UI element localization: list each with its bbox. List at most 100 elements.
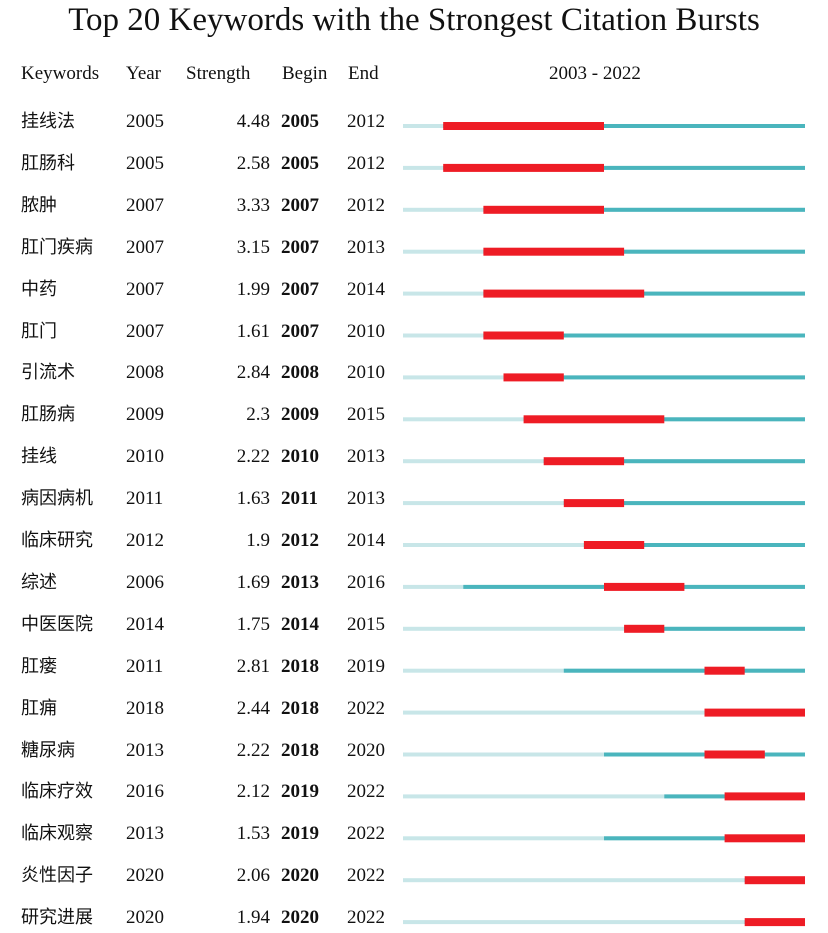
- row-16-keyword: 糖尿病: [21, 739, 75, 761]
- row-1-burst-bar: [443, 122, 604, 130]
- row-1-keyword: 挂线法: [21, 111, 75, 132]
- row-11-strength: 1.9: [246, 530, 270, 551]
- row-1-strength: 4.48: [236, 111, 270, 132]
- row-3-begin: 2007: [281, 194, 319, 216]
- row-15-timeline-base: [403, 710, 805, 715]
- row-15-begin: 2018: [281, 697, 319, 719]
- row-5-end: 2014: [347, 278, 385, 300]
- row-20-begin: 2020: [281, 907, 319, 929]
- row-16-burst-bar: [704, 750, 765, 759]
- row-19-end: 2022: [347, 865, 385, 887]
- row-7-strength: 2.84: [236, 362, 270, 384]
- row-11-keyword: 临床研究: [21, 530, 93, 551]
- row-19-year: 2020: [126, 865, 164, 887]
- row-17-burst-bar: [724, 792, 805, 801]
- row-1-active-segment: [443, 124, 805, 128]
- row-9-strength: 2.22: [236, 446, 270, 468]
- row-2-active-segment: [443, 165, 805, 170]
- row-9-year: 2010: [126, 446, 164, 468]
- row-10-end: 2013: [347, 488, 385, 510]
- row-9-end: 2013: [347, 446, 385, 468]
- row-7-end: 2010: [347, 362, 385, 384]
- row-7-keyword: 引流术: [21, 362, 75, 384]
- row-20-keyword: 研究进展: [21, 907, 93, 929]
- row-13-active-segment: [624, 626, 805, 631]
- row-5-keyword: 中药: [21, 278, 57, 300]
- row-3-end: 2012: [347, 194, 385, 216]
- row-15-end: 2022: [347, 697, 385, 719]
- row-13-begin: 2014: [281, 613, 319, 635]
- row-1-year: 2005: [126, 111, 164, 132]
- row-7-begin: 2008: [281, 362, 319, 384]
- row-11-end: 2014: [347, 530, 385, 551]
- row-7-burst-bar: [503, 373, 564, 382]
- row-6-end: 2010: [347, 320, 385, 342]
- header-begin: Begin: [282, 63, 328, 84]
- row-15-keyword: 肛痈: [21, 697, 57, 719]
- row-18-keyword: 临床观察: [21, 823, 93, 845]
- row-3-keyword: 脓肿: [21, 194, 57, 216]
- row-13-end: 2015: [347, 613, 385, 635]
- row-11-year: 2012: [126, 530, 164, 551]
- row-13-strength: 1.75: [236, 613, 270, 635]
- row-10-active-segment: [563, 501, 805, 506]
- row-1-end: 2012: [347, 111, 385, 132]
- row-17-strength: 2.12: [236, 781, 270, 803]
- row-4-strength: 3.15: [236, 236, 270, 258]
- row-12-year: 2006: [126, 571, 164, 593]
- header-timeline-range: 2003 - 2022: [549, 63, 641, 84]
- row-17-keyword: 临床疗效: [21, 781, 93, 803]
- row-3-burst-bar: [483, 205, 604, 214]
- row-9-active-segment: [543, 459, 805, 464]
- row-18-begin: 2019: [281, 823, 319, 845]
- row-20-end: 2022: [347, 907, 385, 929]
- row-2-keyword: 肛肠科: [21, 152, 75, 174]
- row-14-keyword: 肛瘘: [21, 655, 57, 677]
- row-18-strength: 1.53: [236, 823, 270, 845]
- row-20-year: 2020: [126, 907, 164, 929]
- row-18-year: 2013: [126, 823, 164, 845]
- row-20-strength: 1.94: [236, 907, 270, 929]
- row-4-begin: 2007: [281, 236, 319, 258]
- row-2-strength: 2.58: [236, 152, 270, 174]
- row-14-year: 2011: [126, 655, 164, 677]
- row-4-end: 2013: [347, 236, 385, 258]
- row-14-end: 2019: [347, 655, 385, 677]
- row-19-timeline-base: [403, 878, 805, 883]
- row-2-year: 2005: [126, 152, 164, 174]
- row-14-strength: 2.81: [236, 655, 270, 677]
- row-18-active-segment: [604, 836, 805, 841]
- row-5-strength: 1.99: [236, 278, 270, 300]
- row-13-burst-bar: [624, 624, 665, 633]
- row-6-active-segment: [483, 333, 805, 338]
- row-12-strength: 1.69: [236, 571, 270, 593]
- row-16-year: 2013: [126, 739, 164, 761]
- row-3-year: 2007: [126, 194, 164, 216]
- row-12-begin: 2013: [281, 571, 319, 593]
- row-19-begin: 2020: [281, 865, 319, 887]
- row-4-active-segment: [483, 249, 805, 254]
- row-14-active-segment: [563, 668, 805, 673]
- row-13-timeline-base: [403, 626, 805, 631]
- row-5-begin: 2007: [281, 278, 319, 300]
- row-10-begin: 2011: [281, 488, 318, 510]
- row-18-burst-bar: [724, 834, 805, 843]
- row-19-burst-bar: [744, 876, 805, 885]
- row-17-timeline-base: [403, 794, 805, 799]
- row-8-begin: 2009: [281, 404, 319, 426]
- row-2-begin: 2005: [281, 152, 319, 174]
- row-6-strength: 1.61: [236, 320, 270, 342]
- row-8-end: 2015: [347, 404, 385, 426]
- row-8-burst-bar: [523, 415, 665, 424]
- header-strength: Strength: [186, 63, 251, 84]
- row-13-keyword: 中医医院: [21, 613, 93, 635]
- row-2-end: 2012: [347, 152, 385, 174]
- row-6-begin: 2007: [281, 320, 319, 342]
- row-16-end: 2020: [347, 739, 385, 761]
- row-18-end: 2022: [347, 823, 385, 845]
- row-11-begin: 2012: [281, 530, 319, 551]
- row-1-begin: 2005: [281, 111, 319, 132]
- row-14-burst-bar: [704, 666, 745, 675]
